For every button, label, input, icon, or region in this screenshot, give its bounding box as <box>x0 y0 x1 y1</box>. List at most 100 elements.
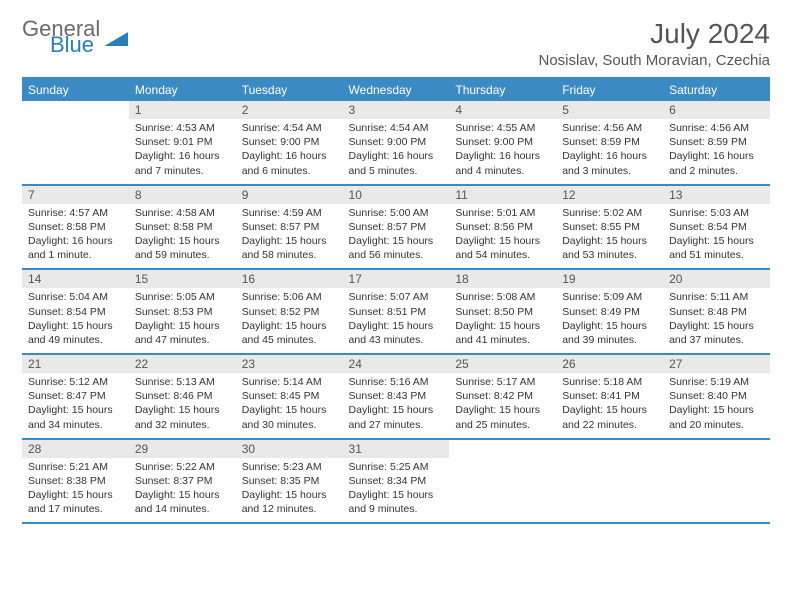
daylight-line1: Daylight: 15 hours <box>28 488 123 502</box>
daylight-line2: and 54 minutes. <box>455 248 550 262</box>
calendar-table: SundayMondayTuesdayWednesdayThursdayFrid… <box>22 79 770 524</box>
calendar-week-row: 21Sunrise: 5:12 AMSunset: 8:47 PMDayligh… <box>22 354 770 439</box>
day-content: Sunrise: 5:17 AMSunset: 8:42 PMDaylight:… <box>449 373 556 438</box>
sunset-text: Sunset: 9:00 PM <box>349 135 444 149</box>
day-content: Sunrise: 5:19 AMSunset: 8:40 PMDaylight:… <box>663 373 770 438</box>
day-content: Sunrise: 5:00 AMSunset: 8:57 PMDaylight:… <box>343 204 450 269</box>
sunset-text: Sunset: 8:41 PM <box>562 389 657 403</box>
sunset-text: Sunset: 8:35 PM <box>242 474 337 488</box>
day-number: 13 <box>663 186 770 204</box>
sunrise-text: Sunrise: 4:54 AM <box>349 121 444 135</box>
weekday-header: Saturday <box>663 79 770 101</box>
daylight-line2: and 14 minutes. <box>135 502 230 516</box>
daylight-line1: Daylight: 15 hours <box>135 319 230 333</box>
daylight-line1: Daylight: 15 hours <box>242 234 337 248</box>
daylight-line2: and 30 minutes. <box>242 418 337 432</box>
title-block: July 2024 Nosislav, South Moravian, Czec… <box>539 18 771 69</box>
daylight-line1: Daylight: 15 hours <box>135 234 230 248</box>
day-number: 27 <box>663 355 770 373</box>
day-content: Sunrise: 5:14 AMSunset: 8:45 PMDaylight:… <box>236 373 343 438</box>
day-number: 14 <box>22 270 129 288</box>
sunrise-text: Sunrise: 5:09 AM <box>562 290 657 304</box>
sunrise-text: Sunrise: 4:59 AM <box>242 206 337 220</box>
day-number: 11 <box>449 186 556 204</box>
daylight-line1: Daylight: 15 hours <box>135 403 230 417</box>
day-content: Sunrise: 5:04 AMSunset: 8:54 PMDaylight:… <box>22 288 129 353</box>
day-content: Sunrise: 5:05 AMSunset: 8:53 PMDaylight:… <box>129 288 236 353</box>
weekday-header: Sunday <box>22 79 129 101</box>
daylight-line1: Daylight: 16 hours <box>135 149 230 163</box>
weekday-header: Monday <box>129 79 236 101</box>
calendar-day-cell: 10Sunrise: 5:00 AMSunset: 8:57 PMDayligh… <box>343 185 450 270</box>
calendar-day-cell: 26Sunrise: 5:18 AMSunset: 8:41 PMDayligh… <box>556 354 663 439</box>
daylight-line2: and 12 minutes. <box>242 502 337 516</box>
calendar-day-cell: 22Sunrise: 5:13 AMSunset: 8:46 PMDayligh… <box>129 354 236 439</box>
calendar-day-cell: 25Sunrise: 5:17 AMSunset: 8:42 PMDayligh… <box>449 354 556 439</box>
sunrise-text: Sunrise: 5:08 AM <box>455 290 550 304</box>
weekday-header: Thursday <box>449 79 556 101</box>
day-content: Sunrise: 5:06 AMSunset: 8:52 PMDaylight:… <box>236 288 343 353</box>
day-content: Sunrise: 4:53 AMSunset: 9:01 PMDaylight:… <box>129 119 236 184</box>
calendar-day-cell: 21Sunrise: 5:12 AMSunset: 8:47 PMDayligh… <box>22 354 129 439</box>
day-number: 7 <box>22 186 129 204</box>
daylight-line2: and 6 minutes. <box>242 164 337 178</box>
sunrise-text: Sunrise: 4:58 AM <box>135 206 230 220</box>
sunrise-text: Sunrise: 5:19 AM <box>669 375 764 389</box>
day-content: Sunrise: 5:03 AMSunset: 8:54 PMDaylight:… <box>663 204 770 269</box>
calendar-week-row: 7Sunrise: 4:57 AMSunset: 8:58 PMDaylight… <box>22 185 770 270</box>
sunset-text: Sunset: 8:38 PM <box>28 474 123 488</box>
sunrise-text: Sunrise: 5:12 AM <box>28 375 123 389</box>
daylight-line1: Daylight: 15 hours <box>28 403 123 417</box>
daylight-line2: and 25 minutes. <box>455 418 550 432</box>
daylight-line2: and 43 minutes. <box>349 333 444 347</box>
calendar-day-cell: 19Sunrise: 5:09 AMSunset: 8:49 PMDayligh… <box>556 269 663 354</box>
day-content: Sunrise: 4:56 AMSunset: 8:59 PMDaylight:… <box>663 119 770 184</box>
calendar-day-cell: 12Sunrise: 5:02 AMSunset: 8:55 PMDayligh… <box>556 185 663 270</box>
sunrise-text: Sunrise: 5:06 AM <box>242 290 337 304</box>
day-content: Sunrise: 5:18 AMSunset: 8:41 PMDaylight:… <box>556 373 663 438</box>
sunset-text: Sunset: 8:42 PM <box>455 389 550 403</box>
calendar-day-cell: 7Sunrise: 4:57 AMSunset: 8:58 PMDaylight… <box>22 185 129 270</box>
calendar-day-cell: 8Sunrise: 4:58 AMSunset: 8:58 PMDaylight… <box>129 185 236 270</box>
day-number: 19 <box>556 270 663 288</box>
daylight-line1: Daylight: 15 hours <box>28 319 123 333</box>
weekday-header: Tuesday <box>236 79 343 101</box>
calendar-day-cell: 4Sunrise: 4:55 AMSunset: 9:00 PMDaylight… <box>449 101 556 185</box>
header: General Blue July 2024 Nosislav, South M… <box>22 18 770 69</box>
sunset-text: Sunset: 8:55 PM <box>562 220 657 234</box>
sunset-text: Sunset: 9:01 PM <box>135 135 230 149</box>
sunrise-text: Sunrise: 5:13 AM <box>135 375 230 389</box>
sunset-text: Sunset: 8:48 PM <box>669 305 764 319</box>
day-content: Sunrise: 5:23 AMSunset: 8:35 PMDaylight:… <box>236 458 343 523</box>
sunrise-text: Sunrise: 5:07 AM <box>349 290 444 304</box>
logo: General Blue <box>22 18 128 56</box>
logo-text-blue: Blue <box>50 34 100 56</box>
sunset-text: Sunset: 8:47 PM <box>28 389 123 403</box>
sunset-text: Sunset: 8:37 PM <box>135 474 230 488</box>
day-number: 9 <box>236 186 343 204</box>
daylight-line2: and 41 minutes. <box>455 333 550 347</box>
sunset-text: Sunset: 8:54 PM <box>669 220 764 234</box>
daylight-line2: and 39 minutes. <box>562 333 657 347</box>
day-content: Sunrise: 5:21 AMSunset: 8:38 PMDaylight:… <box>22 458 129 523</box>
sunset-text: Sunset: 8:51 PM <box>349 305 444 319</box>
daylight-line2: and 17 minutes. <box>28 502 123 516</box>
sunset-text: Sunset: 8:34 PM <box>349 474 444 488</box>
sunrise-text: Sunrise: 4:56 AM <box>562 121 657 135</box>
daylight-line2: and 53 minutes. <box>562 248 657 262</box>
day-content: Sunrise: 5:16 AMSunset: 8:43 PMDaylight:… <box>343 373 450 438</box>
calendar-day-cell: 31Sunrise: 5:25 AMSunset: 8:34 PMDayligh… <box>343 439 450 524</box>
day-number: 25 <box>449 355 556 373</box>
sunset-text: Sunset: 8:46 PM <box>135 389 230 403</box>
calendar-day-cell: 18Sunrise: 5:08 AMSunset: 8:50 PMDayligh… <box>449 269 556 354</box>
day-number: 22 <box>129 355 236 373</box>
daylight-line1: Daylight: 16 hours <box>28 234 123 248</box>
day-number: 6 <box>663 101 770 119</box>
sunrise-text: Sunrise: 5:05 AM <box>135 290 230 304</box>
daylight-line2: and 32 minutes. <box>135 418 230 432</box>
day-number: 20 <box>663 270 770 288</box>
calendar-day-cell: 23Sunrise: 5:14 AMSunset: 8:45 PMDayligh… <box>236 354 343 439</box>
day-number: 18 <box>449 270 556 288</box>
day-number: 30 <box>236 440 343 458</box>
day-content: Sunrise: 5:13 AMSunset: 8:46 PMDaylight:… <box>129 373 236 438</box>
